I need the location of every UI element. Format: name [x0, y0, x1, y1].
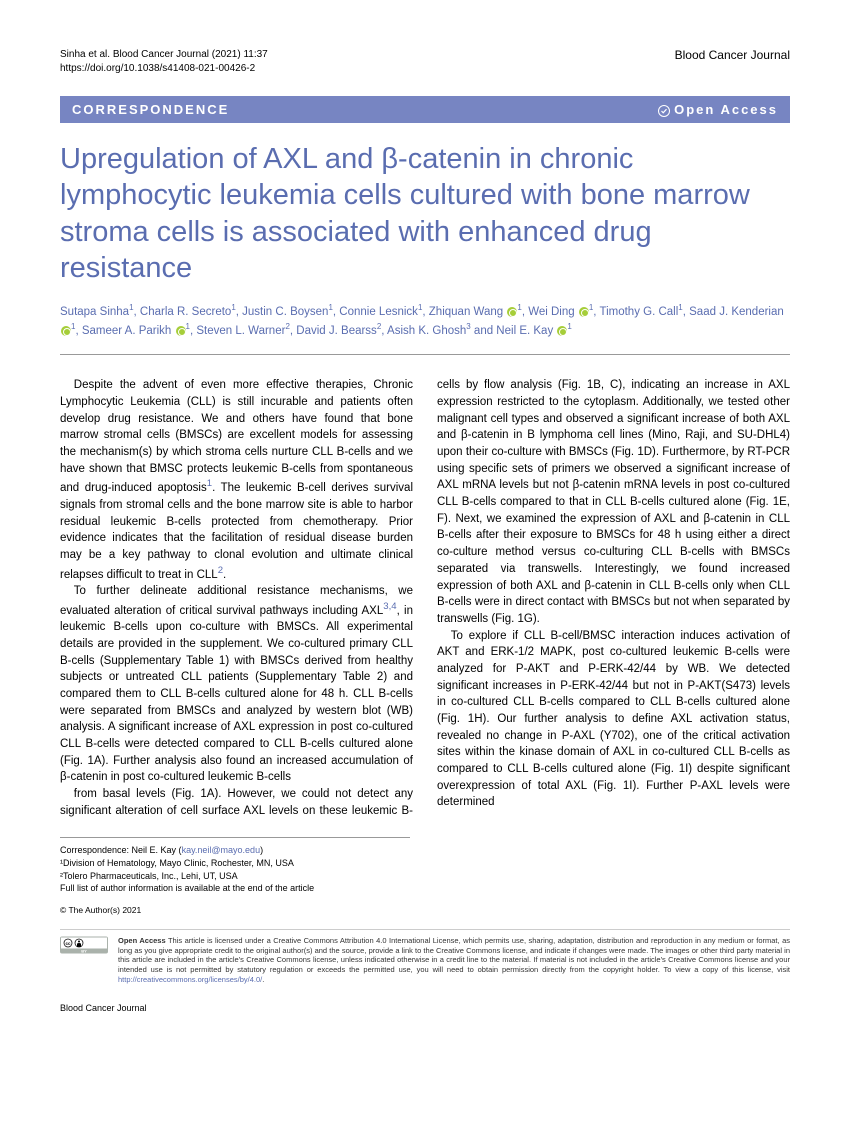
correspondence-label: Correspondence: Neil E. Kay (: [60, 845, 182, 855]
body-text: Despite the advent of even more effectiv…: [60, 377, 790, 819]
correspondence-email[interactable]: kay.neil@mayo.edu: [182, 845, 261, 855]
orcid-icon: [61, 326, 71, 336]
paragraph-text: , in leukemic B-cells upon co-culture wi…: [60, 605, 413, 784]
orcid-icon: [557, 326, 567, 336]
check-icon: [658, 105, 670, 117]
paragraph-text: To further delineate additional resistan…: [60, 585, 413, 617]
open-access-bold: Open Access: [118, 936, 166, 945]
license-block: cc BY Open Access This article is licens…: [60, 929, 790, 985]
author-list: Sutapa Sinha1, Charla R. Secreto1, Justi…: [60, 302, 790, 355]
correspondence-block: Correspondence: Neil E. Kay (kay.neil@ma…: [60, 837, 410, 894]
article-type-banner: CORRESPONDENCE Open Access: [60, 96, 790, 123]
license-url[interactable]: http://creativecommons.org/licenses/by/4…: [118, 975, 262, 984]
citation-ref[interactable]: 2: [218, 565, 223, 576]
doi-link[interactable]: https://doi.org/10.1038/s41408-021-00426…: [60, 62, 268, 76]
license-text: This article is licensed under a Creativ…: [118, 936, 790, 974]
orcid-icon: [507, 307, 517, 317]
author-info-note: Full list of author information is avail…: [60, 882, 410, 895]
citation-ref[interactable]: 3,4: [383, 601, 396, 612]
citation-line: Sinha et al. Blood Cancer Journal (2021)…: [60, 48, 268, 62]
journal-name: Blood Cancer Journal: [675, 48, 790, 62]
article-title: Upregulation of AXL and β-catenin in chr…: [60, 141, 790, 286]
article-type: CORRESPONDENCE: [72, 102, 229, 117]
orcid-icon: [176, 326, 186, 336]
affiliation: ²Tolero Pharmaceuticals, Inc., Lehi, UT,…: [60, 870, 410, 883]
svg-text:BY: BY: [81, 948, 87, 953]
footer-journal: Blood Cancer Journal: [60, 1003, 790, 1013]
open-access-label: Open Access: [658, 102, 778, 117]
orcid-icon: [579, 307, 589, 317]
paragraph-text: To explore if CLL B-cell/BMSC interactio…: [437, 628, 790, 811]
paragraph-text: Despite the advent of even more effectiv…: [60, 379, 413, 494]
copyright-line: © The Author(s) 2021: [60, 905, 790, 915]
page-header: Sinha et al. Blood Cancer Journal (2021)…: [60, 48, 790, 76]
affiliation: ¹Division of Hematology, Mayo Clinic, Ro…: [60, 857, 410, 870]
svg-text:cc: cc: [65, 941, 71, 946]
paragraph-text: . The leukemic B-cell derives survival s…: [60, 482, 413, 580]
cc-by-badge-icon: cc BY: [60, 936, 108, 959]
